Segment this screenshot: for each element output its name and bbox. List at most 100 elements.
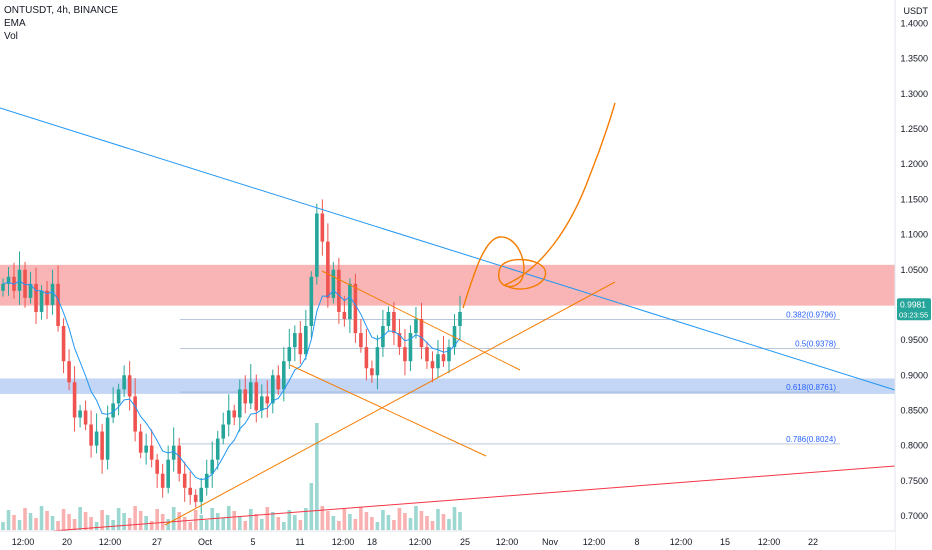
volume-bar (182, 517, 187, 530)
projection-path (462, 102, 616, 309)
volume-bar (320, 506, 325, 530)
volume-bar (144, 516, 148, 530)
time-tick: 12:00 (332, 537, 355, 547)
candle-body (177, 445, 181, 474)
candle-body (364, 347, 369, 369)
fib-label: 0.618(0.8761) (786, 383, 836, 392)
time-tick: 12:00 (496, 537, 519, 547)
time-tick: 11 (295, 537, 304, 547)
volume-bar (326, 511, 330, 530)
candle-body (210, 459, 215, 474)
volume-bar (397, 508, 402, 530)
candle-body (133, 396, 137, 432)
candle-body (34, 283, 38, 312)
candle-body (171, 445, 176, 460)
volume-bar (89, 517, 93, 530)
time-tick: 18 (367, 537, 377, 547)
volume-bar (452, 507, 457, 530)
volume-bar (61, 509, 66, 530)
candle-body (204, 473, 209, 488)
price-axis (895, 0, 932, 550)
volume-bar (337, 521, 341, 530)
volume-bar (254, 514, 259, 530)
volume-bar (204, 520, 209, 530)
volume-bar (127, 518, 132, 530)
candle-body (149, 445, 154, 460)
price-tick: 0.9500 (900, 335, 928, 345)
volume-bar (441, 514, 446, 530)
volume-bar (237, 516, 242, 530)
candle-body (259, 396, 264, 411)
volume-bar (408, 518, 413, 530)
descending-trendline (0, 107, 896, 391)
candle-body (166, 459, 170, 488)
candle-body (392, 311, 396, 334)
volume-bar (122, 513, 126, 530)
candle-body (447, 347, 451, 362)
candle-body (436, 354, 440, 369)
orange-ascending-line (164, 281, 616, 526)
ema-indicator-label[interactable]: EMA (4, 18, 26, 29)
volume-bar (293, 515, 297, 530)
time-tick: 22 (808, 537, 818, 547)
candle-body (39, 290, 44, 312)
candle-body (425, 347, 429, 362)
volume-indicator-label[interactable]: Vol (4, 31, 18, 42)
candle-body (28, 283, 33, 298)
candle-body (315, 213, 319, 277)
candle-countdown: 03:23:55 (899, 310, 928, 319)
candle-body (199, 487, 204, 502)
volume-bar (133, 506, 137, 530)
price-tick: 1.3500 (900, 54, 928, 64)
volume-bar (28, 513, 33, 530)
candle-body (309, 276, 314, 327)
candle-body (397, 333, 402, 348)
candle-body (111, 403, 115, 418)
candle-body (100, 431, 104, 460)
volume-bar (392, 520, 396, 530)
volume-bar (116, 508, 121, 530)
volume-bar (171, 507, 176, 530)
volume-bar (370, 517, 374, 530)
price-tick: 0.7500 (900, 476, 928, 486)
candle-body (138, 431, 143, 453)
price-tick: 1.4000 (900, 19, 928, 29)
candle-body (17, 269, 22, 291)
wedge-lower-line (289, 364, 487, 457)
candle-body (254, 382, 259, 411)
volume-bar (414, 506, 418, 530)
volume-bar (100, 510, 104, 530)
volume-bar (23, 508, 27, 530)
candle-body (293, 333, 297, 348)
resistance-zone (0, 264, 895, 306)
volume-bar (298, 520, 303, 530)
volume-bar (67, 514, 71, 530)
candle-body (237, 389, 242, 418)
candle-body (326, 241, 330, 298)
time-tick: 12:00 (758, 537, 781, 547)
price-tick: 1.0500 (900, 265, 928, 275)
candle-body (452, 326, 457, 348)
candle-body (94, 431, 99, 446)
candle-body (105, 417, 110, 460)
candle-body (61, 326, 66, 362)
candle-body (375, 347, 380, 376)
candle-body (370, 368, 374, 376)
candle-body (282, 361, 286, 390)
volume-bar (315, 423, 319, 530)
candle-body (408, 333, 413, 362)
volume-bar (342, 509, 347, 530)
candle-body (122, 375, 126, 390)
candle-body (56, 283, 60, 327)
volume-bar (331, 516, 336, 530)
volume-bar (94, 522, 99, 530)
fib-label: 0.5(0.9378) (795, 340, 836, 349)
volume-bar (155, 509, 159, 530)
time-tick: Oct (198, 537, 213, 547)
candle-body (276, 375, 281, 390)
candle-body (78, 410, 82, 418)
volume-bar (259, 519, 264, 530)
support-zone (0, 378, 895, 394)
candle-body (270, 375, 275, 404)
